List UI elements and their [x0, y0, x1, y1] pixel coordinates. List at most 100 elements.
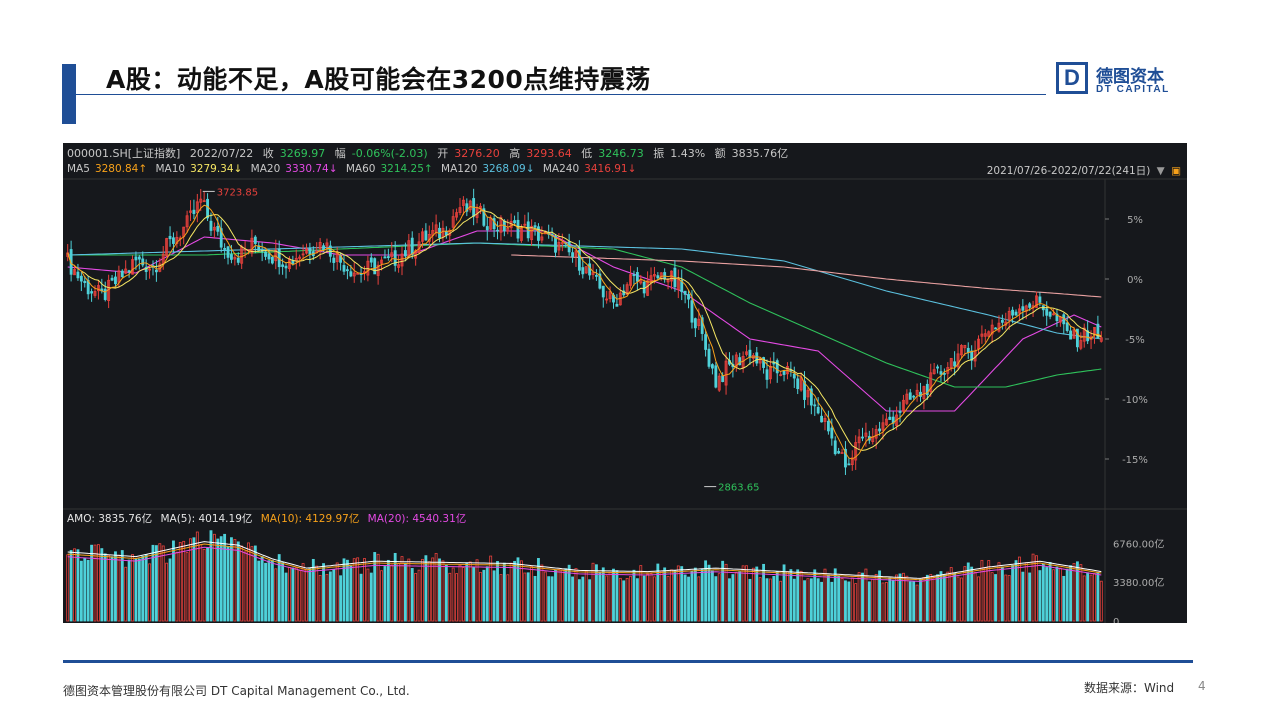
volume-bar — [925, 574, 929, 622]
volume-bar — [516, 557, 520, 622]
candle-body — [223, 248, 227, 250]
candle-body — [796, 378, 800, 390]
volume-bar — [277, 554, 281, 622]
volume-bar — [1093, 573, 1096, 622]
dropdown-icon[interactable]: ▼ — [1156, 165, 1165, 177]
candle-body — [349, 271, 353, 277]
candle-body — [717, 375, 721, 391]
volume-bar — [813, 569, 817, 622]
volume-bar — [253, 545, 257, 622]
candle-body — [76, 271, 80, 279]
candle-body — [390, 252, 394, 258]
volume-bar — [345, 559, 349, 622]
volume-bar — [1079, 564, 1083, 622]
volume-bar — [806, 578, 810, 622]
candle-body — [598, 273, 602, 289]
low-label: 低 — [581, 147, 593, 160]
volume-bar — [670, 569, 673, 622]
volume-bar — [768, 578, 772, 622]
volume-bar — [386, 559, 390, 622]
volume-bar — [376, 553, 380, 622]
candle-body — [820, 415, 824, 423]
volume-tick-label: 6760.00亿 — [1113, 537, 1164, 550]
candle-body — [571, 252, 574, 257]
candle-body — [936, 366, 939, 369]
volume-bar — [902, 572, 905, 622]
volume-bar — [1075, 561, 1079, 622]
candle-body — [236, 257, 240, 263]
candle-body — [595, 274, 598, 277]
candle-body — [1065, 322, 1069, 331]
candle-body — [137, 256, 141, 260]
volume-bar — [956, 576, 960, 622]
volume-bar — [598, 572, 602, 622]
candle-body — [908, 392, 912, 400]
volume-bar — [618, 577, 622, 622]
volume-bar — [168, 558, 172, 622]
volume-bar — [980, 559, 984, 622]
volume-bar — [884, 582, 888, 622]
volume-bar — [1011, 565, 1015, 622]
high-annotation-label: 3723.85 — [217, 187, 258, 198]
volume-bar — [588, 579, 592, 622]
candle-body — [216, 225, 220, 232]
volume-bar — [100, 548, 104, 622]
volume-bar — [710, 570, 714, 622]
candle-body — [96, 285, 100, 292]
candle-body — [226, 246, 230, 258]
page-number: 4 — [1198, 679, 1206, 693]
volume-bar — [1086, 572, 1090, 622]
volume-ma5-line — [67, 541, 1102, 579]
candle-body — [625, 284, 629, 295]
candle-body — [506, 227, 510, 232]
change-label: 幅 — [334, 147, 346, 160]
candle-body — [230, 254, 233, 260]
candle-body — [707, 348, 711, 367]
volume-bar — [779, 580, 783, 622]
volume-bar — [625, 578, 629, 622]
volume-bar — [867, 581, 871, 622]
volume-bar — [762, 563, 766, 622]
candle-body — [110, 277, 114, 281]
volume-bar — [915, 584, 919, 622]
candle-body — [451, 216, 455, 228]
candle-body — [134, 256, 138, 261]
logo-mark-icon: D — [1056, 62, 1088, 94]
volume-bar — [461, 567, 465, 622]
volume-bar — [363, 558, 366, 622]
volume-bar — [878, 570, 881, 622]
candle-body — [826, 420, 830, 432]
settings-icon[interactable]: ▣ — [1171, 165, 1181, 177]
candle-body — [990, 324, 994, 335]
volume-bar — [356, 557, 360, 622]
date-range-selector[interactable]: 2021/07/26-2022/07/22(241日) ▼ ▣ — [987, 163, 1181, 178]
volume-bar — [871, 578, 875, 622]
volume-bar — [792, 578, 796, 622]
volume-bar — [148, 563, 151, 622]
candle-body — [949, 357, 953, 369]
volume-bar — [560, 569, 564, 622]
volume-bar — [987, 560, 991, 622]
candle-body — [141, 258, 145, 266]
volume-bar — [175, 551, 179, 622]
volume-bar — [165, 562, 169, 622]
volume-bar — [697, 576, 701, 622]
candle-body — [902, 399, 905, 412]
volume-bar — [328, 571, 332, 622]
volume-bar — [666, 575, 670, 622]
amount-label: 额 — [714, 147, 726, 160]
volume-bar — [789, 569, 793, 622]
volume-bar — [977, 576, 980, 622]
volume-bar — [305, 569, 308, 622]
candle-body — [809, 388, 813, 406]
volume-bar — [704, 560, 708, 622]
volume-bar — [479, 571, 482, 622]
volume-bar — [1038, 570, 1042, 622]
volume-bar — [601, 567, 605, 622]
candle-body — [1028, 303, 1032, 308]
candle-body — [977, 338, 980, 350]
volume-bar — [322, 563, 325, 622]
candle-body — [765, 369, 769, 380]
volume-bar — [264, 562, 267, 622]
ma10-label: MA10 — [155, 163, 186, 175]
